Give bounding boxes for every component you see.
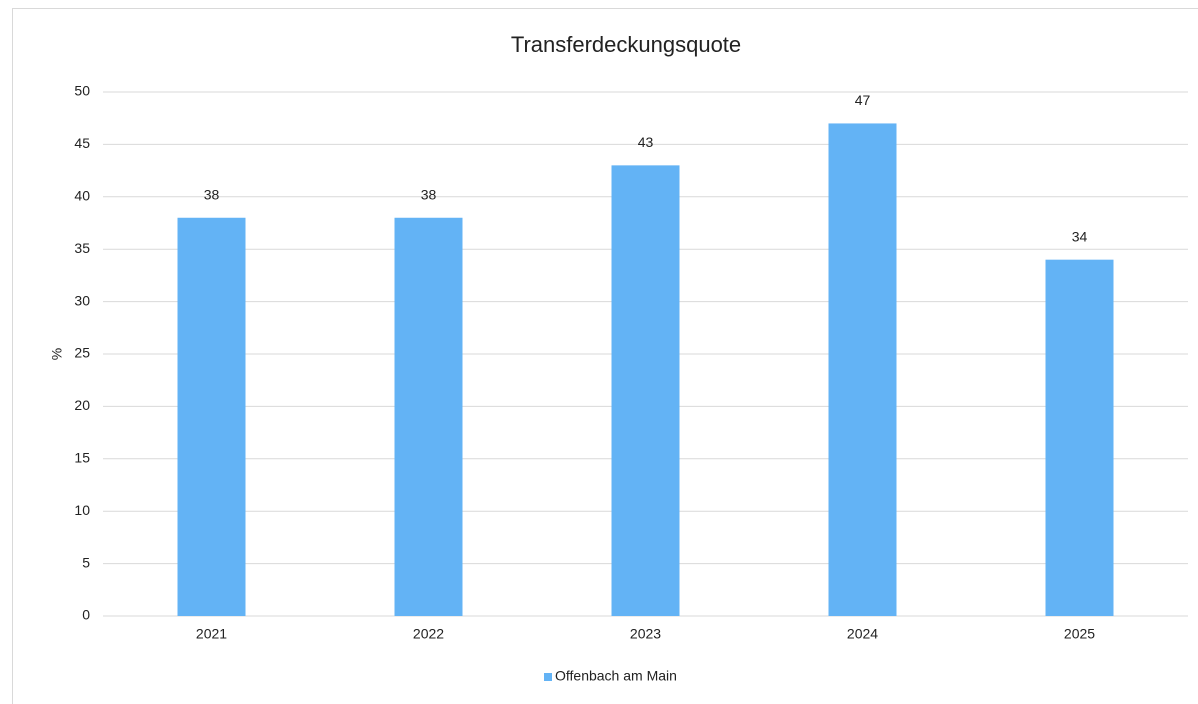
y-tick-label: 15 xyxy=(74,450,90,466)
data-label: 34 xyxy=(1072,228,1088,244)
y-tick-label: 45 xyxy=(74,135,90,151)
chart-title: Transferdeckungsquote xyxy=(511,32,741,57)
y-tick-label: 40 xyxy=(74,188,90,204)
legend-swatch xyxy=(544,673,552,681)
y-tick-label: 20 xyxy=(74,397,90,413)
bar xyxy=(828,123,897,616)
bar xyxy=(177,217,246,616)
y-tick-label: 30 xyxy=(74,292,90,308)
y-tick-label: 0 xyxy=(82,607,90,623)
data-label: 43 xyxy=(638,134,654,150)
y-tick-label: 5 xyxy=(82,554,90,570)
data-label: 38 xyxy=(421,186,437,202)
x-tick-label: 2024 xyxy=(847,626,878,642)
y-tick-label: 10 xyxy=(74,502,90,518)
bar xyxy=(1045,259,1114,616)
y-tick-label: 25 xyxy=(74,345,90,361)
y-tick-label: 50 xyxy=(74,83,90,99)
bar xyxy=(611,165,680,617)
y-tick-label: 35 xyxy=(74,240,90,256)
x-tick-label: 2023 xyxy=(630,626,661,642)
x-tick-label: 2022 xyxy=(413,626,444,642)
data-label: 47 xyxy=(855,92,871,108)
legend-label: Offenbach am Main xyxy=(555,668,677,684)
y-axis-label: % xyxy=(49,348,65,360)
x-tick-label: 2021 xyxy=(196,626,227,642)
x-tick-label: 2025 xyxy=(1064,626,1095,642)
bar xyxy=(394,217,463,616)
data-label: 38 xyxy=(204,186,220,202)
